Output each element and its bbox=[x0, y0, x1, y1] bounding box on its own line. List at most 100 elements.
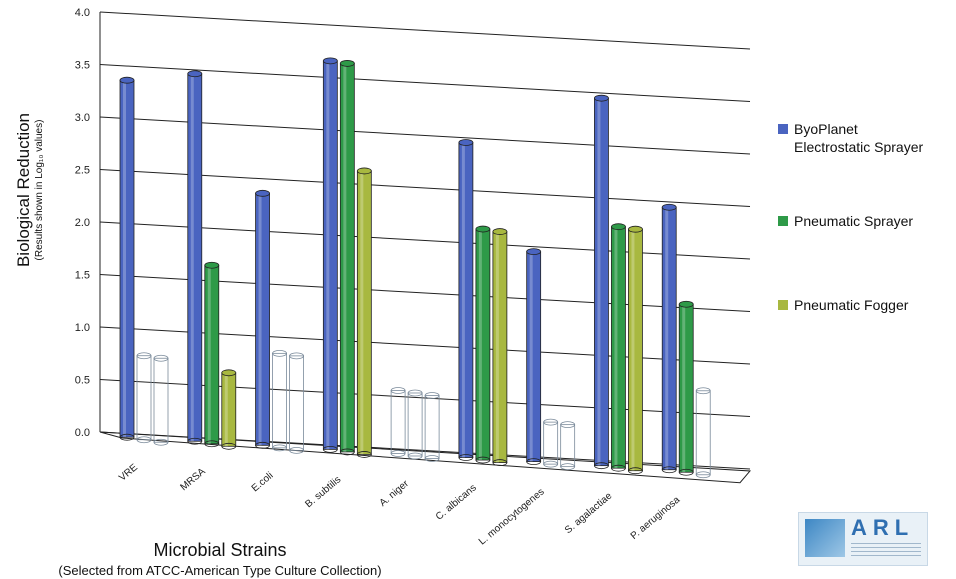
y-axis-subtitle: (Results shown in Log₁₀ values) bbox=[34, 119, 45, 261]
bar-highlight-3-1 bbox=[343, 63, 347, 452]
x-tick-label: E.coli bbox=[250, 470, 276, 494]
bar-base-8-0 bbox=[661, 466, 677, 474]
bar-cap-2-0 bbox=[255, 189, 270, 197]
logo-emblem-icon bbox=[805, 519, 845, 557]
bar-4-1 bbox=[407, 392, 423, 457]
bar-2-2 bbox=[289, 355, 304, 451]
bar-highlight-5-0 bbox=[461, 142, 465, 458]
x-tick-label: L. monocytogenes bbox=[477, 486, 547, 547]
bar-8-2 bbox=[695, 390, 711, 476]
bar-cap-6-2 bbox=[560, 421, 576, 429]
bar-0-0 bbox=[119, 79, 135, 438]
bar-highlight-3-2 bbox=[360, 170, 364, 455]
bar-cap-5-1 bbox=[475, 225, 491, 233]
bar-3-0 bbox=[322, 60, 338, 450]
bar-cap-0-2 bbox=[153, 354, 169, 362]
bar-base-5-0 bbox=[458, 454, 474, 461]
bar-2-0 bbox=[255, 192, 270, 446]
bar-highlight-7-1 bbox=[614, 226, 618, 469]
bar-5-2 bbox=[492, 231, 508, 463]
bar-base-0-1 bbox=[136, 436, 152, 444]
bar-base-0-0 bbox=[119, 433, 135, 441]
x-tick-label: C. albicans bbox=[434, 482, 479, 522]
bar-6-0 bbox=[526, 251, 542, 463]
gridline bbox=[99, 11, 751, 50]
legend-label-byoplanet-line2: Electrostatic Sprayer bbox=[794, 139, 924, 155]
bar-highlight-1-2 bbox=[224, 372, 228, 447]
bar-highlight-5-1 bbox=[478, 229, 482, 461]
bar-base-7-1 bbox=[611, 464, 626, 472]
bar-base-1-0 bbox=[187, 437, 203, 445]
bar-base-2-1 bbox=[272, 444, 287, 452]
logo-text: ARL bbox=[851, 515, 915, 540]
bar-cap-4-0 bbox=[390, 387, 406, 394]
bar-base-4-0 bbox=[390, 450, 406, 457]
bar-cap-4-1 bbox=[407, 389, 423, 397]
bar-3-2 bbox=[356, 170, 372, 455]
bar-2-1 bbox=[272, 352, 287, 449]
x-tick-label: S. agalactiae bbox=[563, 490, 615, 536]
bar-1-0 bbox=[187, 73, 203, 442]
bar-cap-6-0 bbox=[526, 248, 542, 256]
bar-cap-4-2 bbox=[424, 392, 440, 399]
bar-highlight-1-0 bbox=[190, 73, 194, 442]
bar-base-2-0 bbox=[255, 441, 270, 449]
bar-7-0 bbox=[594, 97, 609, 467]
bar-6-1 bbox=[543, 421, 559, 465]
bar-base-5-2 bbox=[492, 459, 508, 466]
y-tick-label: 3.0 bbox=[75, 112, 90, 124]
bar-0-2 bbox=[153, 357, 169, 443]
bar-highlight-3-0 bbox=[326, 60, 330, 450]
bar-cap-2-1 bbox=[272, 349, 287, 357]
bar-7-1 bbox=[611, 226, 626, 469]
bar-cap-8-0 bbox=[661, 203, 677, 211]
bar-highlight-5-2 bbox=[495, 231, 499, 463]
bar-base-8-2 bbox=[695, 471, 711, 479]
x-axis-title: Microbial Strains bbox=[153, 540, 287, 560]
bar-cap-3-2 bbox=[356, 167, 372, 175]
x-axis-subtitle: (Selected from ATCC-American Type Cultur… bbox=[58, 563, 382, 578]
bar-1-2 bbox=[221, 372, 237, 447]
bar-cap-8-2 bbox=[695, 387, 711, 395]
x-axis-label: Microbial Strains (Selected from ATCC-Am… bbox=[10, 540, 430, 578]
gridline bbox=[99, 64, 751, 102]
legend-label-pneumatic-sprayer: Pneumatic Sprayer bbox=[794, 213, 914, 229]
bar-cap-1-2 bbox=[221, 369, 237, 377]
x-tick-label: P. aeruginosa bbox=[629, 494, 683, 542]
bar-cap-0-0 bbox=[119, 76, 135, 84]
arl-logo: ARL bbox=[798, 512, 928, 566]
legend-swatch-byoplanet bbox=[778, 124, 788, 134]
bar-cap-3-1 bbox=[339, 60, 355, 67]
y-axis-label: Biological Reduction (Results shown in L… bbox=[14, 60, 45, 320]
legend-item-pneumatic-sprayer: Pneumatic Sprayer bbox=[778, 212, 913, 230]
y-tick-label: 0.0 bbox=[75, 427, 90, 439]
bar-base-1-2 bbox=[221, 442, 237, 450]
legend-item-pneumatic-fogger: Pneumatic Fogger bbox=[778, 296, 908, 314]
bar-8-0 bbox=[661, 206, 677, 471]
y-tick-label: 2.5 bbox=[75, 165, 90, 177]
bar-highlight-7-0 bbox=[597, 98, 601, 466]
bar-cap-6-1 bbox=[543, 418, 559, 426]
y-tick-label: 2.0 bbox=[75, 217, 90, 229]
bar-highlight-8-1 bbox=[682, 304, 686, 473]
x-tick-label: A. niger bbox=[378, 478, 412, 509]
bar-cap-5-2 bbox=[492, 228, 508, 235]
bar-base-8-1 bbox=[678, 468, 694, 476]
bar-3-1 bbox=[339, 63, 355, 453]
bar-cap-8-1 bbox=[678, 300, 694, 308]
bar-cap-7-2 bbox=[628, 225, 643, 233]
bar-highlight-0-0 bbox=[123, 80, 126, 438]
bar-base-6-0 bbox=[526, 458, 542, 466]
bar-1-1 bbox=[204, 264, 220, 445]
bar-base-4-2 bbox=[424, 455, 440, 462]
logo-fine-print bbox=[851, 543, 921, 559]
bar-cap-0-1 bbox=[136, 352, 152, 360]
bar-cap-3-0 bbox=[322, 57, 338, 65]
bar-cap-7-1 bbox=[611, 223, 626, 231]
x-tick-label: B. subtilis bbox=[303, 474, 343, 510]
bar-base-7-2 bbox=[628, 467, 643, 475]
bar-cap-2-2 bbox=[289, 352, 304, 360]
bar-base-2-2 bbox=[289, 446, 304, 454]
bar-cap-5-0 bbox=[458, 139, 474, 146]
bar-base-3-2 bbox=[356, 451, 372, 458]
